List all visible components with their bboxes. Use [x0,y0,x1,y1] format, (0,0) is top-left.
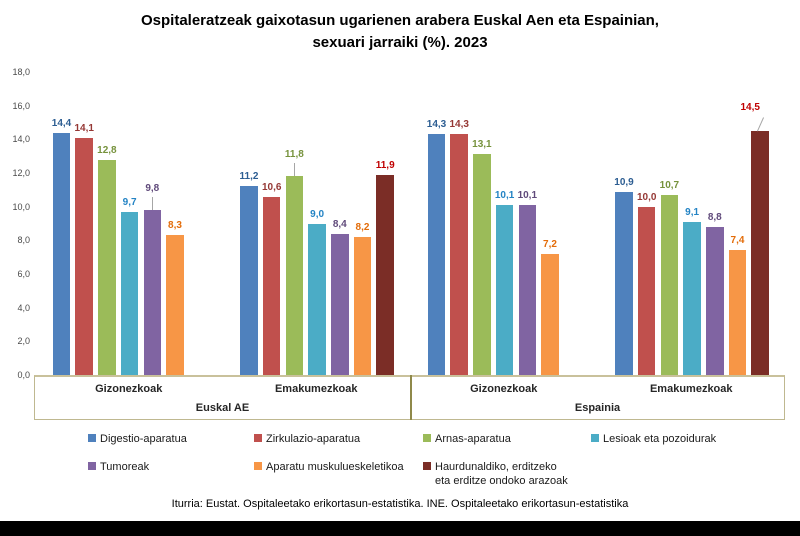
bar-espainia-gizonezkoak-digestio-aparatua [427,134,446,375]
bar-espainia-emakumezkoak-aparatu-muskulueskeletikoa [728,250,747,375]
legend-item-label: Arnas-aparatua [435,433,511,445]
category-label-espainia-emakumezkoak: Emakumezkoak [649,383,733,395]
bar-value-label: 9,0 [310,208,325,220]
bar-value-label: 11,9 [375,159,395,171]
y-tick-label: 10,0 [12,201,30,212]
bar-value-label: 10,0 [636,191,657,203]
legend-item-tumoreak: Tumoreak [88,460,149,474]
lesioak-eta-pozoidurak-swatch-icon [591,434,599,442]
category-label-espainia-gizonezkoak: Gizonezkoak [470,383,538,395]
zirkulazio-aparatua-swatch-icon [254,434,262,442]
y-tick-label: 16,0 [12,100,30,111]
bar-value-label: 13,1 [472,139,492,151]
bar-euskal-ae-emakumezkoak-lesioak-eta-pozoidurak [308,223,326,375]
bar-value-label: 9,7 [122,196,137,208]
bar-value-label: 12,8 [97,144,117,156]
region-label-euskal-ae: Euskal AE [195,402,250,414]
bottom-black-bar [0,521,800,536]
bar-value-label: 10,6 [261,181,282,193]
bar-value-label: 14,1 [74,122,94,134]
y-tick-label: 0,0 [17,370,30,380]
bar-espainia-gizonezkoak-arnas-aparatua [473,154,491,375]
bar-value-label: 14,3 [449,119,469,131]
legend-item-label: Haurdunaldiko, erditzeko eta erditze ondo… [435,461,568,487]
bar-espainia-gizonezkoak-aparatu-muskulueskeletikoa [541,253,559,375]
bar-espainia-emakumezkoak-zirkulazio-aparatua [637,206,656,375]
legend-item-label: Digestio-aparatua [100,433,187,445]
y-tick-label: 12,0 [12,168,30,178]
y-tick-label: 8,0 [17,235,30,246]
chart-title-line2: sexuari jarraiki (%). 2023 [312,34,488,51]
bar-euskal-ae-emakumezkoak-tumoreak [331,233,349,375]
bar-value-label: 14,5 [740,101,760,113]
category-label-euskal-ae-emakumezkoak: Emakumezkoak [274,383,358,395]
bar-euskal-ae-emakumezkoak-arnas-aparatua [285,176,304,375]
bar-value-label: 10,9 [614,176,634,188]
bar-value-label: 10,1 [494,189,515,201]
bar-euskal-ae-emakumezkoak-zirkulazio-aparatua [262,196,281,375]
region-label-espainia: Espainia [574,402,621,414]
bar-value-label: 8,4 [332,218,347,230]
tumoreak-swatch-icon [88,462,96,470]
bar-euskal-ae-gizonezkoak-aparatu-muskulueskeletikoa [166,235,184,375]
y-tick-label: 2,0 [17,336,30,347]
bar-espainia-emakumezkoak-haurdunaldiko-erditzeko-eta-erditze-ondoko-arazoak [751,130,769,375]
bar-espainia-emakumezkoak-digestio-aparatua [615,191,633,375]
category-axis-box [34,375,785,420]
bar-euskal-ae-emakumezkoak-haurdunaldiko-erditzeko-eta-erditze-ondoko-arazoak [376,174,394,375]
bar-value-label: 14,4 [51,117,72,129]
legend-item-zirkulazio-aparatua: Zirkulazio-aparatua [254,432,360,446]
bar-euskal-ae-gizonezkoak-arnas-aparatua [98,159,116,375]
y-tick-label: 14,0 [12,134,30,145]
bar-value-label: 11,8 [284,149,304,161]
bar-value-label: 8,8 [707,211,722,223]
y-tick-label: 6,0 [17,269,30,279]
source-note: Iturria: Eustat. Ospitaleetako erikortas… [171,498,629,510]
bar-value-label: 9,8 [145,183,160,195]
bar-espainia-gizonezkoak-zirkulazio-aparatua [450,134,468,375]
bar-espainia-emakumezkoak-tumoreak [706,226,724,375]
legend-item-label: Lesioak eta pozoidurak [603,433,717,445]
aparatu-muskulueskeletikoa-swatch-icon [254,462,262,470]
legend-item-haurdunaldiko-erditzeko-eta-erditze-ondoko-arazoak: Haurdunaldiko, erditzeko eta erditze ondo… [423,460,568,488]
y-tick-label: 18,0 [12,67,30,77]
bar-value-label: 8,2 [355,221,370,233]
bar-value-label: 11,2 [239,171,259,183]
legend-item-lesioak-eta-pozoidurak: Lesioak eta pozoidurak [591,432,716,446]
bar-euskal-ae-gizonezkoak-lesioak-eta-pozoidurak [120,211,139,375]
legend-item-label: Zirkulazio-aparatua [266,433,361,445]
digestio-aparatua-swatch-icon [88,434,96,442]
legend-item-arnas-aparatua: Arnas-aparatua [423,432,511,446]
label-leader-line [152,197,154,211]
bar-value-label: 7,4 [730,235,745,247]
arnas-aparatua-swatch-icon [423,434,431,442]
bar-value-label: 7,2 [543,238,557,250]
bar-espainia-gizonezkoak-tumoreak [518,204,537,375]
bar-euskal-ae-gizonezkoak-tumoreak [143,210,162,375]
bar-euskal-ae-gizonezkoak-zirkulazio-aparatua [75,137,93,375]
bar-value-label: 14,3 [426,119,447,131]
legend-item-aparatu-muskulueskeletikoa: Aparatu muskulueskeletikoa [254,460,404,474]
bar-espainia-emakumezkoak-lesioak-eta-pozoidurak [683,221,701,375]
y-tick-label: 4,0 [17,302,30,313]
label-leader-line [757,117,765,132]
bar-euskal-ae-gizonezkoak-digestio-aparatua [52,132,71,375]
bar-euskal-ae-emakumezkoak-aparatu-muskulueskeletikoa [353,236,372,375]
haurdunaldiko-erditzeko-eta-erditze-ondoko-arazoak-swatch-icon [423,462,431,470]
bar-euskal-ae-emakumezkoak-digestio-aparatua [240,186,258,375]
legend-item-digestio-aparatua: Digestio-aparatua [88,432,187,446]
bar-value-label: 8,3 [168,220,182,232]
bar-espainia-gizonezkoak-lesioak-eta-pozoidurak [495,204,514,375]
region-divider-line [410,375,412,420]
bar-value-label: 10,1 [517,189,538,201]
label-leader-line [294,163,296,177]
bar-espainia-emakumezkoak-arnas-aparatua [660,194,679,375]
category-label-euskal-ae-gizonezkoak: Gizonezkoak [95,383,163,395]
legend-item-label: Tumoreak [100,461,150,473]
bar-value-label: 9,1 [685,206,700,218]
legend-item-label: Aparatu muskulueskeletikoa [266,461,404,473]
bar-value-label: 10,7 [659,179,680,191]
chart-title-line1: Ospitaleratzeak gaixotasun ugarienen ara… [141,12,659,29]
